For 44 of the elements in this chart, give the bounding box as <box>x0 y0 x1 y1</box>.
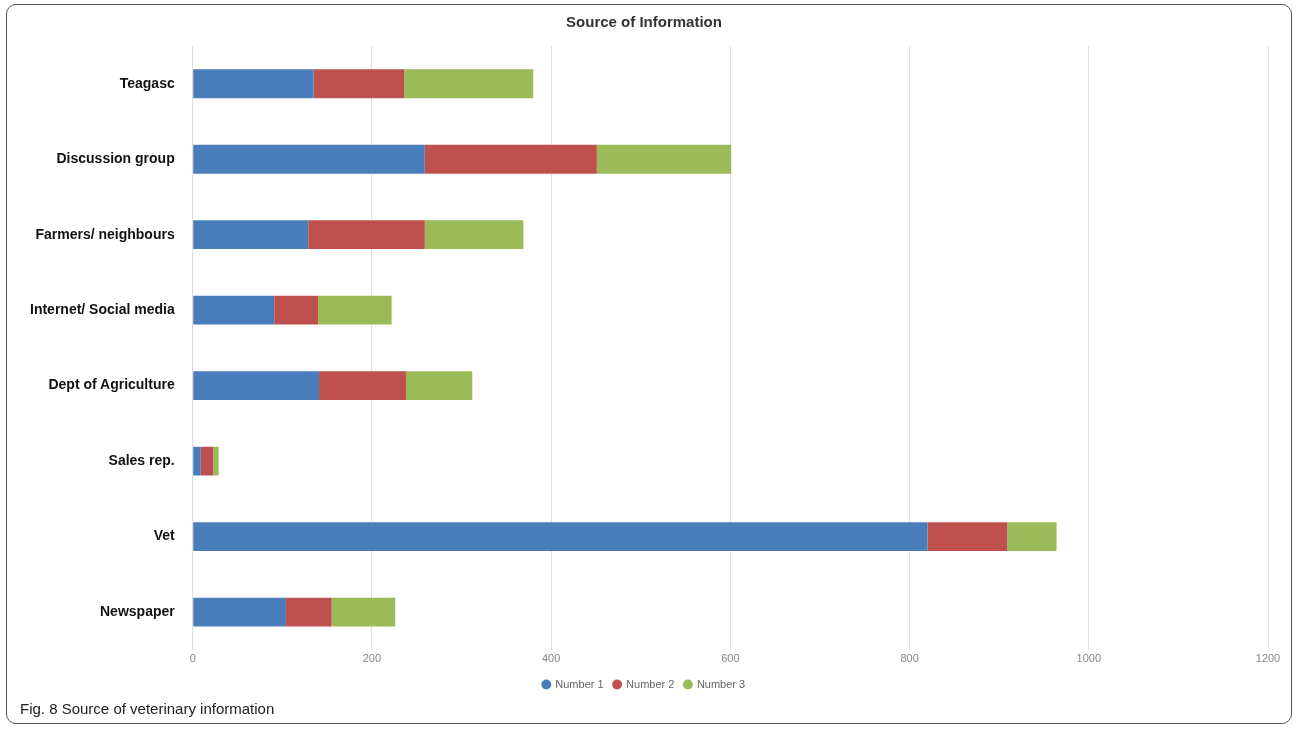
x-tick-label: 600 <box>721 652 740 665</box>
bar <box>193 220 309 250</box>
bar <box>274 295 319 325</box>
x-tick-label: 800 <box>900 652 919 665</box>
bar <box>193 69 314 99</box>
x-tick-label: 400 <box>541 652 561 665</box>
bar <box>424 220 524 250</box>
bar <box>313 69 405 99</box>
y-tick-label: Sales rep. <box>108 451 175 468</box>
bar <box>193 295 275 325</box>
bar <box>200 446 214 476</box>
bar <box>213 446 219 476</box>
legend-label: Number 1 <box>555 677 604 690</box>
bar <box>193 371 320 401</box>
bar <box>331 597 396 627</box>
bar <box>927 522 1008 552</box>
y-tick-label: Newspaper <box>100 602 176 619</box>
x-tick-label: 0 <box>189 652 196 665</box>
legend-label: Number 3 <box>696 677 746 690</box>
bar <box>318 295 392 325</box>
bar <box>193 144 425 174</box>
y-tick-label: Vet <box>153 527 176 544</box>
bar <box>193 597 286 627</box>
bar <box>319 371 406 401</box>
bar <box>308 220 425 250</box>
x-tick-label: 1000 <box>1076 652 1102 665</box>
bar <box>405 371 473 401</box>
bar <box>596 144 732 174</box>
y-tick-label: Farmers/ neighbours <box>35 225 175 242</box>
chart-title: Source of Information <box>566 13 722 31</box>
x-tick-label: 1200 <box>1255 652 1281 665</box>
bar <box>285 597 332 627</box>
bar <box>424 144 597 174</box>
y-tick-label: Internet/ Social media <box>29 301 175 318</box>
caption: Fig. 8 Source of veterinary information <box>20 700 275 717</box>
bar <box>1007 522 1057 552</box>
y-tick-label: Teagasc <box>119 74 175 91</box>
legend-label: Number 2 <box>626 677 675 690</box>
y-tick-label: Discussion group <box>56 150 175 167</box>
bar <box>193 522 928 552</box>
bar <box>404 69 534 99</box>
y-tick-label: Dept of Agriculture <box>48 376 175 393</box>
bar <box>193 446 201 476</box>
x-tick-label: 200 <box>362 652 382 665</box>
